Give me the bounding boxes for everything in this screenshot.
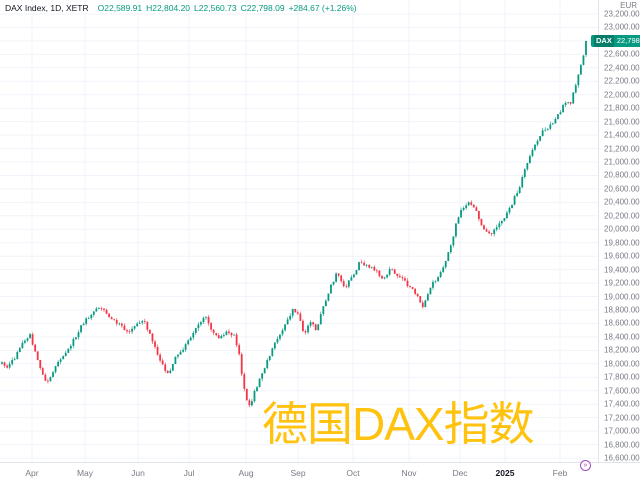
caption-overlay: 德国DAX指数 (262, 398, 535, 450)
price-tick-label: 19,400.00 (604, 265, 640, 275)
time-tick-label: Sep (290, 468, 306, 478)
price-tick-label: 23,200.00 (604, 9, 640, 19)
symbol-title[interactable]: DAX Index, 1D, XETR (5, 3, 89, 13)
time-axis[interactable]: Apr May Jun Jul Aug Sep Oct Nov Dec 2025 Feb (0, 462, 640, 483)
time-tick-label: Jul (183, 468, 195, 478)
jump-to-latest-icon[interactable]: » (580, 460, 591, 471)
time-tick-label: Nov (401, 468, 417, 478)
price-tick-label: 19,800.00 (604, 238, 640, 248)
price-tick-label: 22,400.00 (604, 63, 640, 73)
price-tick-label: 21,200.00 (604, 144, 640, 154)
price-tick-label: 18,600.00 (604, 318, 640, 328)
currency-label: EUR (620, 1, 637, 10)
price-tick-label: 18,400.00 (604, 332, 640, 342)
price-tick-label: 16,600.00 (604, 453, 640, 463)
price-tick-label: 21,000.00 (604, 157, 640, 167)
price-tick-label: 16,800.00 (604, 440, 640, 450)
time-tick-label: Dec (452, 468, 468, 478)
price-tick-label: 17,400.00 (604, 399, 640, 409)
close-label: C (240, 3, 247, 13)
price-tick-label: 20,800.00 (604, 170, 640, 180)
price-tick-label: 18,200.00 (604, 345, 640, 355)
price-tick-label: 20,400.00 (604, 197, 640, 207)
price-tick-label: 22,600.00 (604, 49, 640, 59)
price-tick-label: 22,200.00 (604, 76, 640, 86)
price-tick-label: 22,000.00 (604, 90, 640, 100)
price-tick-label: 19,200.00 (604, 278, 640, 288)
badge-symbol: DAX (594, 35, 614, 47)
price-tick-label: 19,000.00 (604, 292, 640, 302)
time-tick-label: Jun (131, 468, 145, 478)
high-value: 22,804.20 (152, 3, 191, 13)
close-value: 22,798.09 (246, 3, 285, 13)
time-tick-label: Apr (25, 468, 39, 478)
price-tick-label: 17,200.00 (604, 413, 640, 423)
price-tick-label: 17,600.00 (604, 386, 640, 396)
time-tick-label: 2025 (495, 468, 515, 478)
price-tick-label: 23,000.00 (604, 22, 640, 32)
price-tick-label: 17,000.00 (604, 426, 640, 436)
time-tick-label: Feb (552, 468, 568, 478)
change-value: +284.67 (+1.26%) (288, 3, 357, 13)
price-tick-label: 20,600.00 (604, 184, 640, 194)
price-tick-label: 21,400.00 (604, 130, 640, 140)
open-label: O (97, 3, 105, 13)
candles (1, 40, 587, 408)
time-tick-label: Oct (346, 468, 360, 478)
price-tick-label: 21,600.00 (604, 117, 640, 127)
price-tick-label: 21,800.00 (604, 103, 640, 113)
candlestick-chart[interactable] (0, 0, 598, 462)
price-tick-label: 20,000.00 (604, 224, 640, 234)
time-tick-label: May (76, 468, 94, 478)
price-tick-label: 20,200.00 (604, 211, 640, 221)
price-tick-label: 18,800.00 (604, 305, 640, 315)
chart-legend[interactable]: DAX Index, 1D, XETR O22,589.91 H22,804.20 L… (5, 3, 357, 13)
price-tick-label: 19,600.00 (604, 251, 640, 261)
price-tick-label: 18,000.00 (604, 359, 640, 369)
price-tick-label: 17,800.00 (604, 372, 640, 382)
time-tick-label: Aug (238, 468, 254, 478)
price-axis[interactable]: EUR 23,200.0023,000.0022,800.0022,600.00… (598, 0, 640, 463)
high-label: H (146, 3, 153, 13)
open-value: 22,589.91 (104, 3, 143, 13)
badge-price: 22,798.09 (616, 36, 640, 45)
low-value: 22,560.73 (198, 3, 237, 13)
last-price-badge: DAX 22,798.09 (591, 35, 640, 47)
low-label: L (194, 3, 199, 13)
